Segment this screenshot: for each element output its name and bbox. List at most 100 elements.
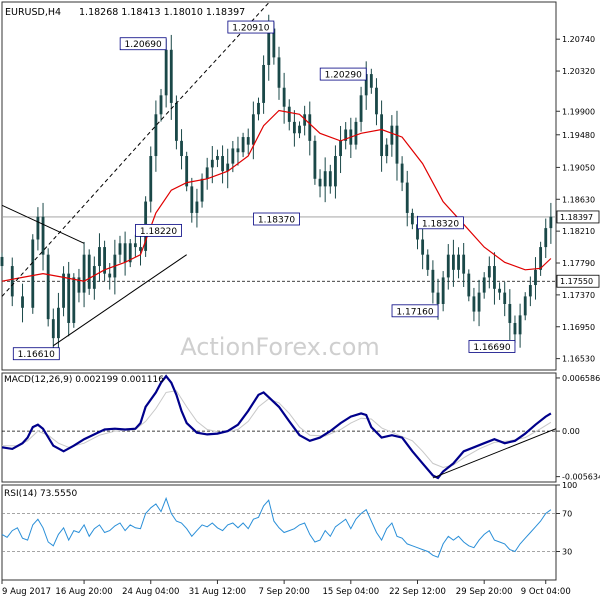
price-annotation: 1.20290 — [325, 71, 362, 81]
price-annotation: 1.18320 — [422, 219, 459, 229]
price-annotation-box — [319, 67, 367, 81]
macd-tick-label: -0.005634 — [562, 473, 600, 482]
candle — [436, 292, 440, 304]
candle — [190, 186, 194, 213]
candle — [72, 277, 76, 323]
candle — [518, 315, 522, 335]
price-annotation: 1.18370 — [258, 216, 295, 226]
candle — [267, 28, 271, 65]
price-annotation: 1.20690 — [125, 40, 162, 50]
candle — [169, 49, 173, 103]
candle — [503, 292, 507, 304]
candle — [482, 277, 486, 293]
price-tick-label: 1.19480 — [562, 131, 595, 140]
candle — [416, 224, 419, 240]
candle — [149, 156, 153, 202]
candle — [0, 256, 4, 267]
x-tick-label: 24 Aug 04:00 — [122, 587, 179, 597]
moving-average-line — [1, 109, 552, 282]
x-axis: 9 Aug 2017 16 Aug 20:00 24 Aug 04:00 31 Aug… — [1, 580, 571, 597]
price-annotation-box — [227, 20, 275, 34]
candle — [174, 102, 178, 141]
channel-line — [1, 204, 85, 244]
candle — [549, 216, 553, 229]
candle — [21, 296, 24, 308]
candle — [472, 296, 476, 312]
price-annotation-box — [119, 37, 167, 51]
support-label: 1.17550 — [560, 277, 593, 286]
candle — [41, 216, 45, 255]
candle — [508, 303, 512, 323]
candle — [467, 273, 471, 297]
candle — [477, 292, 481, 312]
candle — [231, 148, 235, 164]
rsi-tick-label: 100 — [562, 481, 577, 490]
price-annotation: 1.16690 — [473, 343, 510, 353]
candle — [487, 266, 491, 278]
channel-line — [1, 113, 167, 297]
candle — [195, 201, 199, 213]
watermark: ActionForex.com — [180, 333, 380, 361]
macd-tick-label: 0.006586 — [562, 374, 600, 383]
price-annotation-box — [253, 212, 300, 226]
price-annotation: 1.16610 — [18, 350, 55, 360]
candle — [277, 57, 281, 88]
price-tick-label: 1.17790 — [562, 259, 595, 268]
price-annotation-box — [391, 304, 439, 318]
candle — [216, 156, 219, 160]
x-tick-label: 15 Sep 04:00 — [322, 587, 379, 597]
candle — [262, 64, 266, 103]
candle — [462, 254, 466, 274]
x-tick-label: 7 Sep 20:00 — [258, 587, 309, 597]
candle — [451, 254, 455, 270]
price-tick-label: 1.17370 — [562, 291, 595, 300]
candle — [308, 114, 312, 141]
candle — [246, 137, 250, 145]
price-frame — [1, 1, 557, 371]
candle — [103, 247, 107, 274]
candle — [410, 212, 414, 225]
candle — [46, 254, 50, 320]
candle — [272, 28, 276, 58]
price-annotation-box — [135, 223, 182, 237]
candle — [133, 243, 137, 248]
price-tick-label: 1.18210 — [562, 227, 595, 236]
candle — [359, 95, 363, 122]
x-tick-label: 9 Aug 2017 — [2, 587, 51, 597]
x-tick-label: 22 Sep 12:00 — [389, 587, 446, 597]
candle — [380, 114, 384, 157]
price-annotation: 1.18220 — [140, 227, 177, 237]
x-tick-label: 16 Aug 20:00 — [55, 587, 112, 597]
candle — [292, 121, 296, 134]
price-panel: 1.20740 1.20320 1.19900 1.19480 1.19050 1.186… — [0, 1, 600, 371]
candle — [334, 156, 337, 187]
candle — [221, 156, 224, 172]
candle — [51, 319, 55, 339]
candle — [251, 114, 255, 145]
price-tick-label: 1.18630 — [562, 195, 595, 204]
candle — [200, 178, 204, 202]
candle — [523, 296, 527, 316]
candle — [139, 247, 142, 251]
candle — [123, 243, 127, 263]
price-tick-label: 1.19900 — [562, 107, 595, 116]
candle — [390, 125, 394, 145]
candle — [159, 95, 163, 115]
candle — [118, 243, 122, 255]
candle — [544, 228, 548, 248]
x-tick-label: 9 Oct 04:00 — [521, 587, 571, 597]
candle — [493, 266, 496, 289]
candle — [67, 273, 71, 323]
candle — [457, 254, 460, 270]
candle — [328, 171, 332, 187]
candle — [87, 254, 91, 289]
rsi-panel: 100 70 30 — [1, 481, 577, 581]
candle — [323, 171, 327, 187]
candle — [400, 163, 404, 183]
candle — [395, 125, 399, 164]
candle — [77, 277, 81, 293]
candle — [180, 140, 183, 157]
candle — [226, 163, 230, 172]
candle — [364, 74, 368, 96]
